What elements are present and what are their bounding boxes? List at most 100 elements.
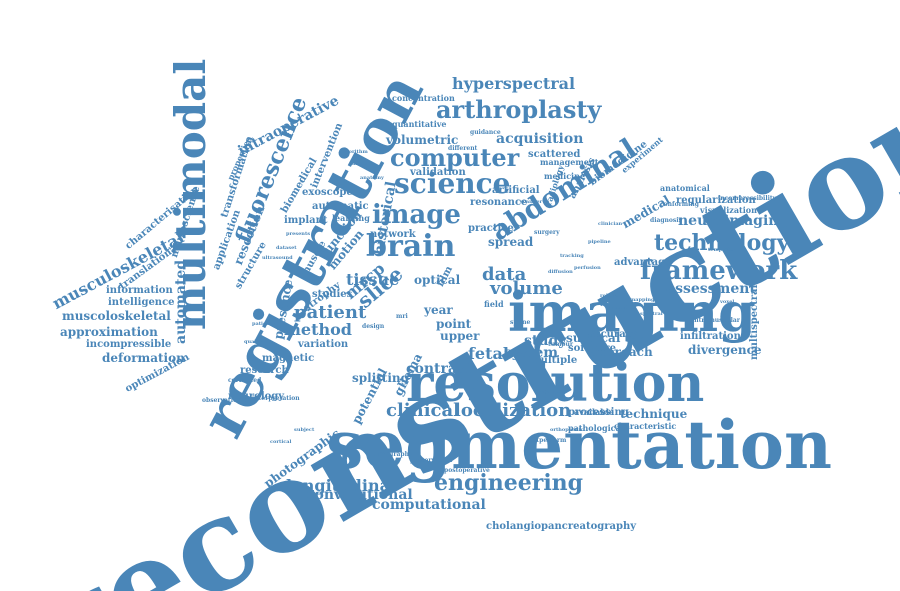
word-pathological: pathological <box>568 423 624 433</box>
word-implant: implant <box>284 215 328 226</box>
word-template: template <box>708 247 733 253</box>
word-approximation: approximation <box>60 325 158 339</box>
word-magnetic: magnetic <box>262 353 315 364</box>
word-conforming: conforming <box>660 201 699 208</box>
word-spectral: spectral <box>640 311 663 317</box>
word-automatic: automatic <box>312 201 369 212</box>
word-management: management <box>540 157 599 167</box>
word-optical: optical <box>414 273 461 287</box>
word-neuroimaging: neuroimaging <box>678 213 789 229</box>
word-dataset: dataset <box>276 245 297 251</box>
word-ultrasound: ultrasound <box>262 255 293 261</box>
word-incompressible: incompressible <box>86 339 172 350</box>
word-longitudinal: longitudinal <box>286 476 397 495</box>
word-quantitative: quantitative <box>392 119 447 129</box>
word-incompressibility: incompressibility <box>718 195 777 202</box>
word-processing: processing <box>568 407 629 418</box>
word-acquisition: acquisition <box>496 131 584 147</box>
word-quality: quality <box>244 339 264 345</box>
word-postoperative: postoperative <box>444 467 490 474</box>
word-scattered: scattered <box>528 149 581 160</box>
word-segmentation: segmentation <box>326 406 832 484</box>
word-accuracy: accuracy <box>588 329 638 340</box>
word-observational: observational <box>202 397 248 404</box>
word-patients: patients <box>252 321 275 327</box>
word-surgery: surgery <box>534 229 560 236</box>
word-network: network <box>370 229 416 240</box>
word-upper: upper <box>440 329 480 343</box>
word-mapping: mapping <box>630 297 655 303</box>
word-research: research <box>240 365 289 376</box>
word-multiple: multiple <box>530 355 578 366</box>
word-different: different <box>448 145 478 152</box>
word-intramuscular: intramuscular <box>692 317 740 324</box>
word-automated: automated <box>173 259 189 344</box>
word-computational: computational <box>372 497 486 513</box>
word-method: method <box>284 320 352 339</box>
word-computer: computer <box>390 143 520 172</box>
word-advantage: advantage <box>614 257 672 268</box>
word-practice: practice <box>468 223 514 234</box>
word-software: software <box>568 343 616 354</box>
word-technique: technique <box>620 407 688 421</box>
word-brain: brain <box>366 229 456 264</box>
word-voxel: voxel <box>720 299 735 305</box>
word-image: image <box>372 200 461 230</box>
word-system: system <box>504 345 559 361</box>
word-approach: approach <box>590 345 653 359</box>
word-tissue: tissue <box>346 270 400 289</box>
word-tracking: tracking <box>560 253 584 259</box>
word-studies: studies <box>312 289 353 300</box>
word-preservation: preservation <box>410 457 453 464</box>
word-visualization: visualization <box>700 205 757 215</box>
word-subject: subject <box>294 427 315 433</box>
word-spread: spread <box>488 235 534 249</box>
word-presents: presents <box>286 231 311 237</box>
word-tomography: tomography <box>372 451 413 458</box>
word-clinical: clinical <box>386 400 461 421</box>
word-contrast: contrast <box>406 361 472 377</box>
word-orthopaedic: orthopaedic <box>550 427 584 433</box>
word-study: study <box>524 333 567 349</box>
word-validation: validation <box>410 167 466 178</box>
word-volume: volume <box>490 278 563 299</box>
word-anatomical: anatomical <box>660 183 710 193</box>
word-variation: variation <box>298 339 349 350</box>
word-exoscope: exoscope <box>302 187 353 198</box>
word-neurology: neurology <box>228 391 285 402</box>
word-scanner: scanner <box>520 199 543 205</box>
word-surgical: surgical <box>566 331 621 345</box>
word-anatomy: anatomy <box>360 175 384 181</box>
word-spline: spline <box>510 319 531 326</box>
word-accurate: accurate <box>612 305 637 311</box>
word-science: science <box>394 167 511 200</box>
word-technology: technology <box>654 230 790 256</box>
word-model: model <box>352 161 370 167</box>
word-design: design <box>362 323 385 330</box>
word-assessment: assessment <box>666 281 756 297</box>
word-perfusion: perfusion <box>574 265 601 271</box>
word-regularization: regularization <box>676 195 756 206</box>
word-learning: learning <box>332 213 370 223</box>
word-infiltration: infiltration <box>680 331 741 342</box>
word-framework: framework <box>640 256 798 286</box>
word-multispectral: multispectral <box>749 284 760 360</box>
word-hyperspectral: hyperspectral <box>452 74 576 93</box>
word-arthroplasty: arthroplasty <box>436 95 602 124</box>
word-muscoloskeletal: muscoloskeletal <box>62 309 171 323</box>
word-resolution: resolution <box>406 353 705 414</box>
word-characteristic: characteristic <box>614 421 677 431</box>
word-intelligence: intelligence <box>108 297 175 308</box>
word-deformation: deformation <box>102 351 185 365</box>
word-cortical: cortical <box>270 439 292 445</box>
word-concentration: concentration <box>392 93 455 103</box>
word-point: point <box>436 317 472 331</box>
word-volumetric: volumetric <box>386 133 459 147</box>
word-engineering: engineering <box>434 470 584 496</box>
word-divergence: divergence <box>688 343 762 357</box>
word-patient: patient <box>294 302 367 323</box>
word-tumour: tumour <box>548 341 574 348</box>
word-splitting: splitting <box>352 371 410 385</box>
word-artificial: artificial <box>492 185 540 196</box>
word-corrupted: corrupted <box>228 377 262 384</box>
